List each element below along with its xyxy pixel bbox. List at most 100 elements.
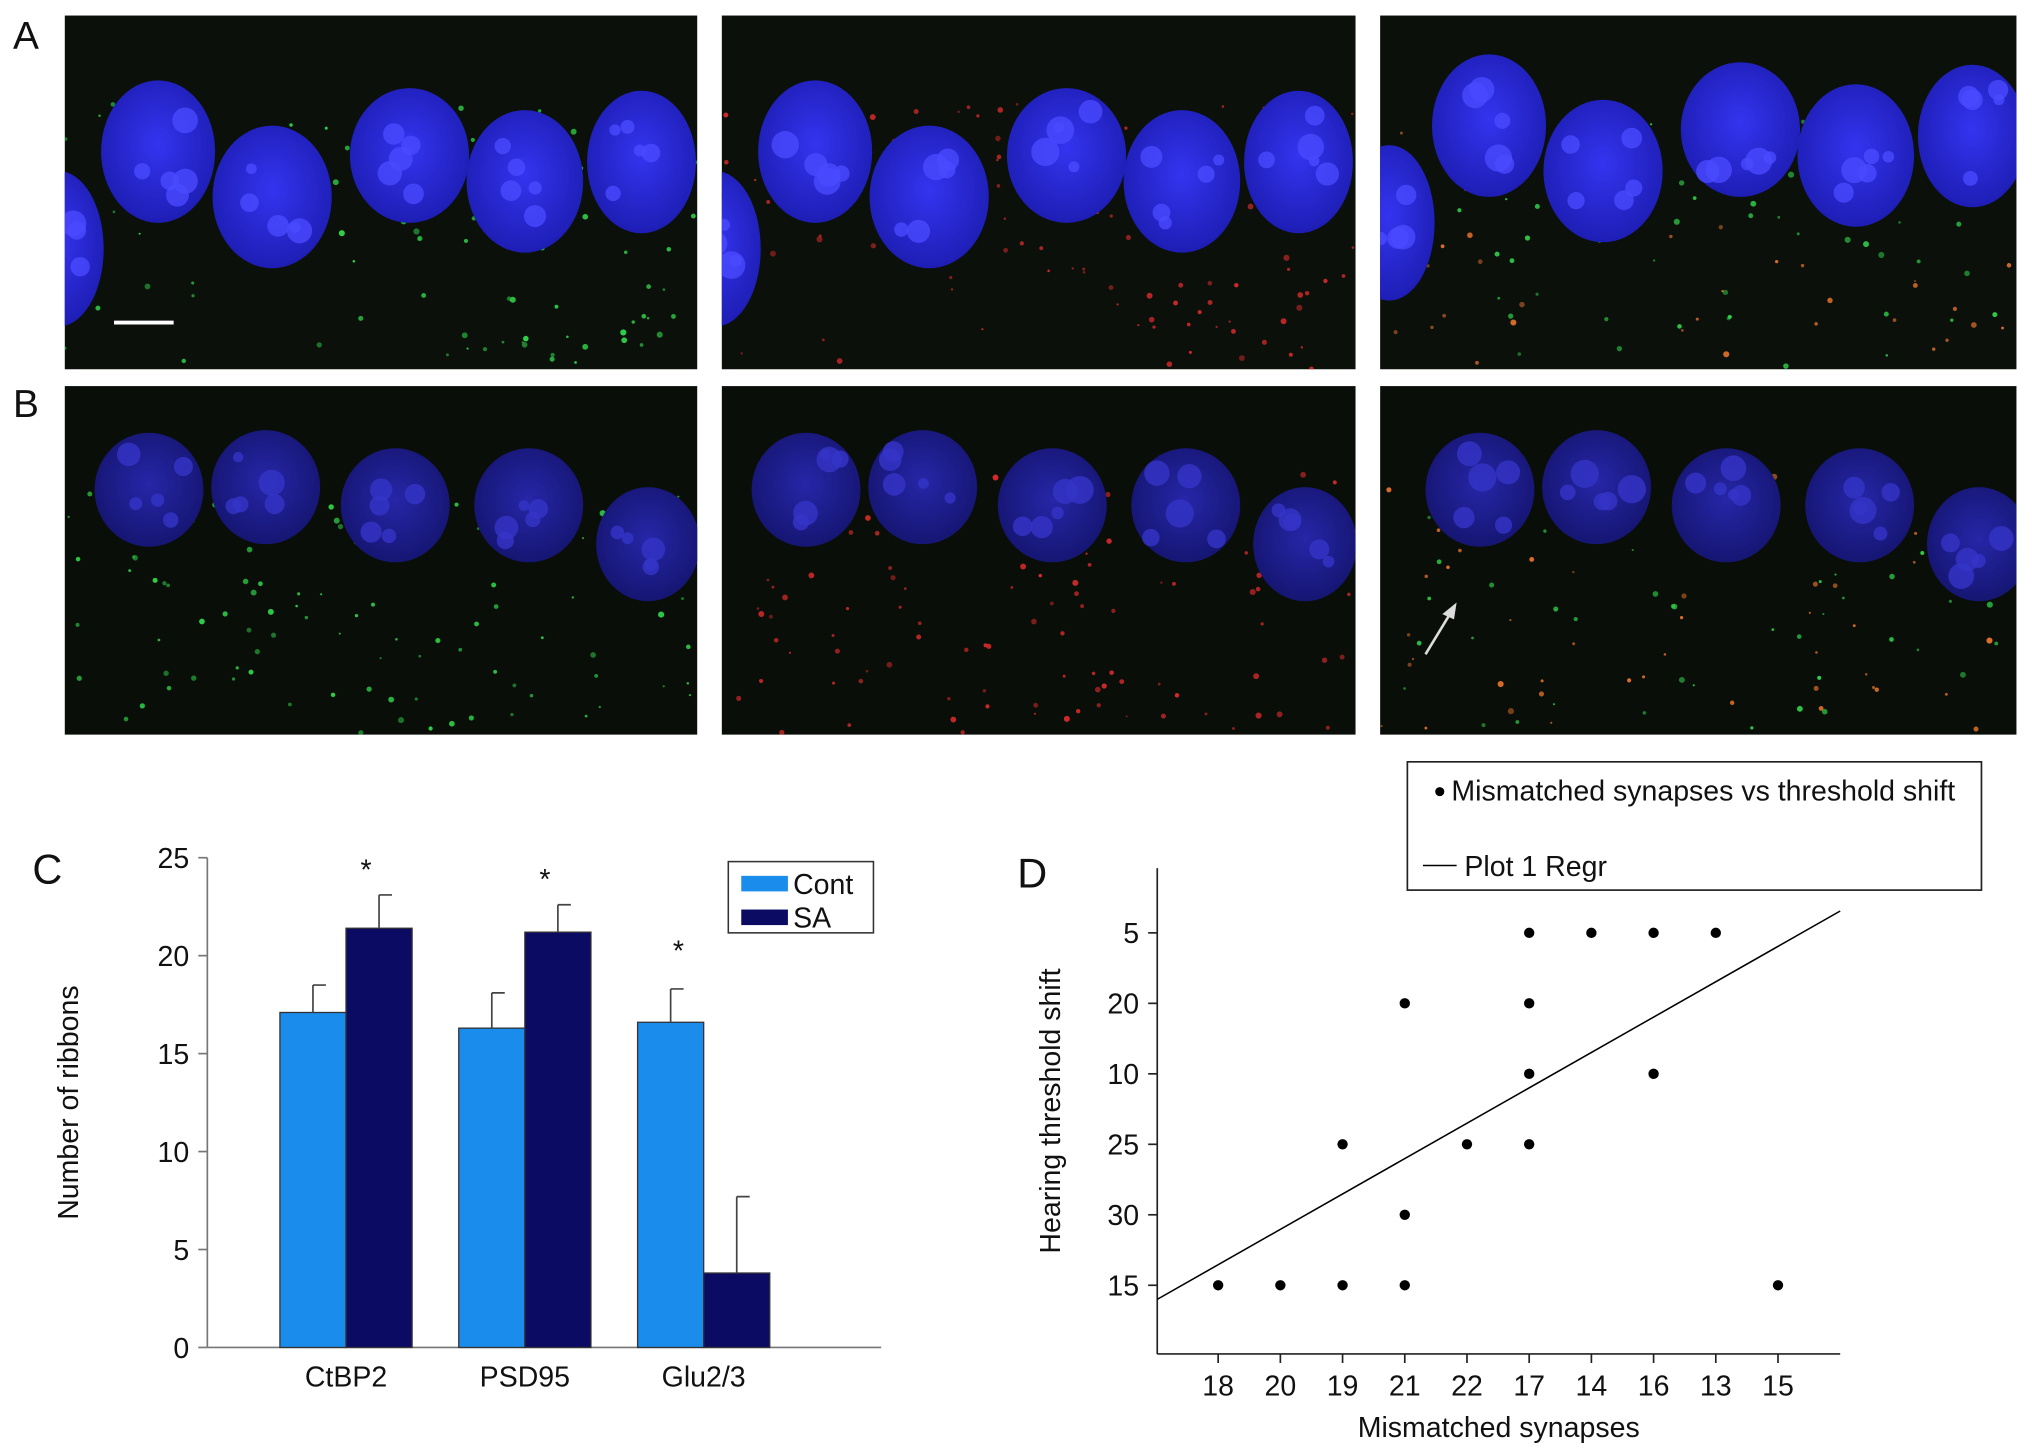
nucleolus [1570, 459, 1599, 488]
puncta [865, 515, 871, 521]
nucleolus [1078, 99, 1103, 124]
nucleolus [1380, 231, 1388, 246]
panel-label: C [32, 846, 62, 893]
nucleolus [258, 469, 285, 496]
nucleolus [1031, 137, 1060, 167]
legend-swatch [741, 909, 788, 926]
puncta [521, 341, 528, 348]
nucleolus [1961, 89, 1983, 111]
puncta [1458, 548, 1462, 553]
nucleus [1431, 54, 1547, 197]
x-tick-label: 18 [1202, 1370, 1234, 1402]
puncta [1878, 251, 1885, 259]
puncta [1898, 221, 1901, 224]
x-tick-label: 13 [1700, 1370, 1732, 1402]
nucleolus [381, 528, 397, 544]
puncta [1296, 304, 1303, 311]
puncta [646, 316, 650, 320]
puncta [163, 670, 169, 676]
puncta [903, 587, 907, 590]
puncta [686, 644, 691, 650]
puncta [64, 346, 67, 350]
puncta [1427, 596, 1432, 601]
puncta [782, 594, 788, 601]
puncta [110, 102, 116, 107]
nucleus [1542, 430, 1651, 545]
puncta [1125, 235, 1131, 241]
puncta [64, 137, 68, 141]
puncta [458, 105, 464, 111]
point [1212, 1280, 1224, 1291]
nucleolus [721, 233, 728, 254]
puncta [270, 632, 277, 638]
nucleus [94, 432, 204, 547]
nucleolus [1283, 513, 1301, 531]
puncta [1063, 715, 1070, 722]
puncta [1105, 491, 1111, 498]
nucleolus [1453, 506, 1475, 529]
puncta [1494, 251, 1500, 257]
puncta [338, 632, 341, 635]
nucleolus [134, 163, 151, 180]
puncta [1970, 322, 1977, 328]
arrow-head [1442, 602, 1457, 620]
puncta [1325, 725, 1330, 730]
puncta [831, 634, 835, 637]
puncta [1529, 556, 1535, 562]
puncta [1178, 282, 1184, 288]
puncta [267, 608, 274, 615]
puncta [1678, 180, 1685, 186]
nucleolus [1456, 441, 1482, 467]
puncta [461, 332, 468, 339]
puncta [549, 356, 555, 362]
puncta [1047, 269, 1050, 273]
nucleolus [1046, 116, 1075, 145]
micrograph [1380, 386, 2017, 735]
micrograph-content [1380, 54, 2017, 369]
puncta [1524, 235, 1531, 241]
nucleolus [610, 525, 625, 540]
puncta [641, 313, 647, 319]
x-axis-label: Mismatched synapses [1358, 1412, 1640, 1444]
puncta [1003, 247, 1009, 253]
puncta [1945, 338, 1949, 342]
nucleolus [1598, 491, 1618, 511]
nucleolus [1142, 528, 1160, 547]
puncta [1497, 296, 1501, 300]
nucleolus [369, 495, 390, 516]
x-tick-label: 22 [1451, 1370, 1483, 1402]
puncta [836, 358, 843, 364]
puncta [834, 648, 840, 654]
puncta [482, 347, 488, 352]
puncta [231, 677, 236, 681]
nucleolus [1380, 236, 1381, 244]
puncta [1188, 350, 1192, 354]
nucleolus [1720, 455, 1747, 482]
puncta [1673, 218, 1680, 225]
puncta [1604, 316, 1609, 322]
puncta [354, 613, 359, 618]
micrograph-content [67, 430, 698, 735]
nucleolus [1863, 148, 1880, 165]
puncta [1505, 198, 1508, 201]
puncta [996, 158, 999, 162]
puncta [1815, 651, 1818, 654]
puncta [1538, 691, 1545, 697]
puncta [1221, 105, 1225, 108]
nucleolus [816, 446, 843, 473]
annotation: * [361, 854, 372, 886]
nucleolus [33, 211, 59, 237]
puncta [295, 604, 298, 608]
puncta [1817, 675, 1822, 680]
puncta [1642, 711, 1647, 715]
puncta [395, 637, 398, 641]
nucleus [1797, 84, 1915, 227]
nucleolus [377, 161, 402, 186]
puncta [258, 581, 263, 587]
puncta [677, 495, 680, 498]
bar [703, 1272, 771, 1349]
nucleolus [1833, 182, 1854, 203]
puncta [766, 578, 770, 582]
puncta [332, 179, 339, 186]
nucleolus [882, 473, 906, 496]
